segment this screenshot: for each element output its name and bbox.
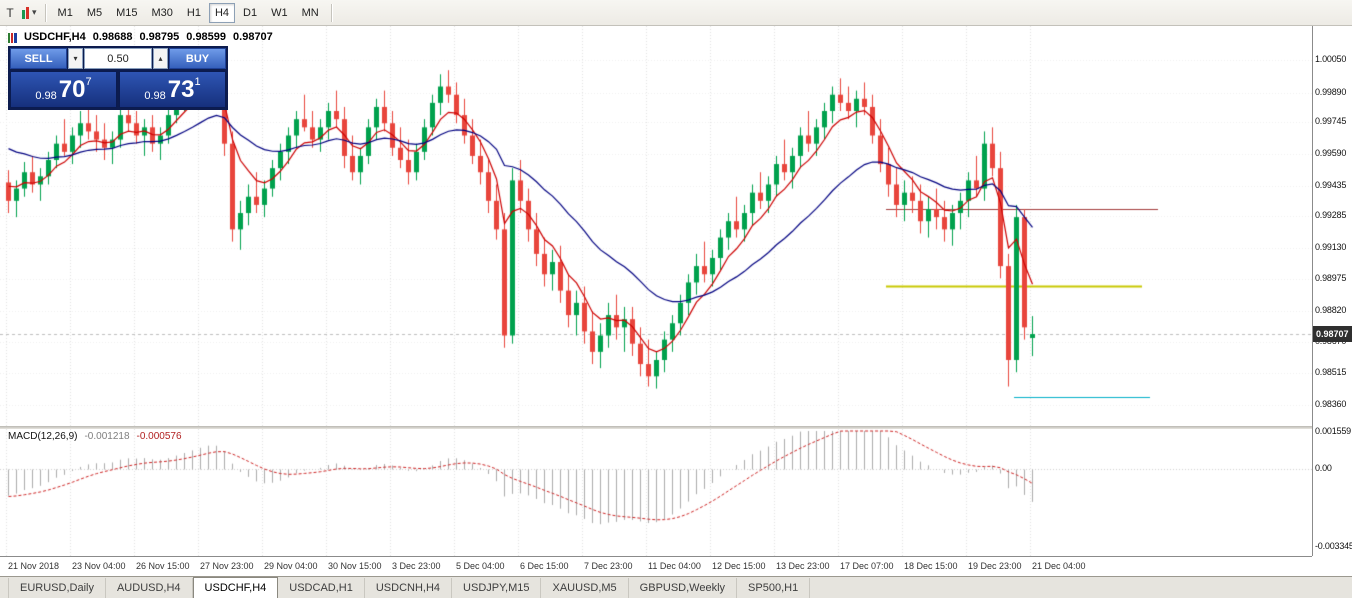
ask-price-big: 73	[167, 75, 195, 103]
volume-input[interactable]	[84, 48, 152, 69]
time-axis-label: 27 Nov 23:00	[200, 561, 254, 571]
ask-price-prefix: 0.98	[144, 90, 166, 102]
timeframe-button-m30[interactable]: M30	[146, 3, 179, 23]
chart-objects-dropdown[interactable]: ▾	[19, 3, 40, 23]
tab-audusd-h4[interactable]: AUDUSD,H4	[106, 578, 193, 598]
symbol-ohlc-line: USDCHF,H4 0.98688 0.98795 0.98599 0.9870…	[8, 31, 273, 43]
price-axis-label: 0.99285	[1315, 210, 1347, 221]
tab-usdcad-h1[interactable]: USDCAD,H1	[278, 578, 365, 598]
time-axis-label: 12 Dec 15:00	[712, 561, 766, 571]
time-axis-label: 6 Dec 15:00	[520, 561, 569, 571]
time-axis-label: 5 Dec 04:00	[456, 561, 505, 571]
macd-axis-label-max: 0.001559	[1315, 426, 1351, 436]
symbol-label: USDCHF,H4	[24, 31, 86, 43]
macd-indicator-label: MACD(12,26,9) -0.001218 -0.000576	[8, 431, 182, 442]
candlestick-icon	[22, 6, 30, 19]
ask-price-pip: 1	[194, 76, 201, 88]
tab-usdchf-h4[interactable]: USDCHF,H4	[192, 577, 279, 598]
chevron-down-icon: ▾	[32, 7, 37, 17]
price-axis[interactable]: 0.98707 0.001559 0.00 -0.003345 1.00050 0…	[1312, 26, 1352, 556]
bid-price-display[interactable]: 0.98 70 7	[10, 71, 117, 108]
time-axis-label: 21 Nov 2018	[8, 561, 60, 571]
price-axis-label: 0.99435	[1315, 179, 1347, 190]
toolbar-separator	[330, 3, 332, 22]
volume-dropdown-button[interactable]: ▾	[68, 48, 83, 69]
tab-eurusd-daily[interactable]: EURUSD,Daily	[8, 578, 106, 598]
low-value: 0.98599	[186, 31, 227, 43]
price-axis-label: 0.98975	[1315, 273, 1347, 284]
tab-gbpusd-weekly[interactable]: GBPUSD,Weekly	[629, 578, 738, 598]
time-axis[interactable]: 21 Nov 2018 23 Nov 04:00 26 Nov 15:00 27 No…	[0, 556, 1312, 576]
timeframe-button-h1[interactable]: H1	[181, 3, 207, 23]
time-axis-label: 3 Dec 23:00	[392, 561, 441, 571]
sell-button[interactable]: SELL	[10, 48, 67, 69]
time-axis-label: 29 Nov 04:00	[264, 561, 318, 571]
chart-tabs-bar: EURUSD,Daily AUDUSD,H4 USDCHF,H4 USDCAD,…	[0, 576, 1352, 598]
time-axis-label: 18 Dec 15:00	[904, 561, 958, 571]
price-axis-label: 0.99590	[1315, 147, 1347, 158]
price-axis-label: 0.99130	[1315, 241, 1347, 252]
timeframe-button-w1[interactable]: W1	[265, 3, 294, 23]
macd-main-value: -0.001218	[84, 431, 130, 442]
bid-price-prefix: 0.98	[35, 90, 57, 102]
timeframe-button-mn[interactable]: MN	[296, 3, 325, 23]
price-axis-label: 1.00050	[1315, 54, 1347, 64]
price-axis-label: 0.98360	[1315, 398, 1347, 409]
current-price-tag: 0.98707	[1313, 326, 1352, 343]
bid-price-big: 70	[58, 75, 86, 103]
toolbar-separator	[44, 3, 46, 22]
macd-name: MACD(12,26,9)	[8, 431, 78, 442]
time-axis-label: 23 Nov 04:00	[72, 561, 126, 571]
buy-button[interactable]: BUY	[169, 48, 226, 69]
price-axis-label: 0.99745	[1315, 116, 1347, 127]
text-tool-icon[interactable]: T	[1, 3, 19, 23]
tab-sp500-h1[interactable]: SP500,H1	[737, 578, 811, 598]
price-axis-label: 0.98820	[1315, 305, 1347, 316]
close-value: 0.98707	[233, 31, 273, 43]
one-click-trading-panel: SELL ▾ ▴ BUY 0.98 70 7 0.98 73 1	[8, 46, 228, 110]
timeframe-button-m1[interactable]: M1	[52, 3, 79, 23]
chart-window-icon	[8, 33, 17, 43]
timeframe-button-d1[interactable]: D1	[237, 3, 263, 23]
open-value: 0.98688	[92, 31, 133, 43]
high-value: 0.98795	[139, 31, 180, 43]
tab-usdcnh-h4[interactable]: USDCNH,H4	[365, 578, 453, 598]
macd-canvas[interactable]	[0, 429, 1312, 556]
time-axis-label: 21 Dec 04:00	[1032, 561, 1086, 571]
top-toolbar: T ▾ M1 M5 M15 M30 H1 H4 D1 W1 MN	[0, 0, 1352, 26]
chevron-up-icon: ▴	[158, 54, 163, 63]
tab-xauusd-m5[interactable]: XAUUSD,M5	[541, 578, 629, 598]
macd-axis-label-zero: 0.00	[1315, 463, 1332, 473]
time-axis-label: 11 Dec 04:00	[648, 561, 701, 571]
macd-signal-value: -0.000576	[136, 431, 182, 442]
time-axis-label: 7 Dec 23:00	[584, 561, 633, 571]
time-axis-label: 26 Nov 15:00	[136, 561, 190, 571]
time-axis-label: 19 Dec 23:00	[968, 561, 1022, 571]
time-axis-label: 13 Dec 23:00	[776, 561, 830, 571]
timeframe-button-m5[interactable]: M5	[81, 3, 108, 23]
timeframe-button-h4[interactable]: H4	[208, 2, 236, 23]
timeframe-button-m15[interactable]: M15	[110, 3, 143, 23]
panel-splitter[interactable]	[0, 426, 1352, 429]
time-axis-label: 17 Dec 07:00	[840, 561, 894, 571]
bid-price-pip: 7	[85, 76, 92, 88]
price-axis-label: 0.98515	[1315, 367, 1347, 378]
ask-price-display[interactable]: 0.98 73 1	[119, 71, 226, 108]
price-axis-label: 0.99890	[1315, 86, 1347, 97]
tab-usdjpy-m15[interactable]: USDJPY,M15	[452, 578, 542, 598]
chevron-down-icon: ▾	[73, 54, 78, 63]
macd-axis-label-min: -0.003345	[1315, 541, 1352, 551]
time-axis-label: 30 Nov 15:00	[328, 561, 382, 571]
volume-up-button[interactable]: ▴	[153, 48, 168, 69]
